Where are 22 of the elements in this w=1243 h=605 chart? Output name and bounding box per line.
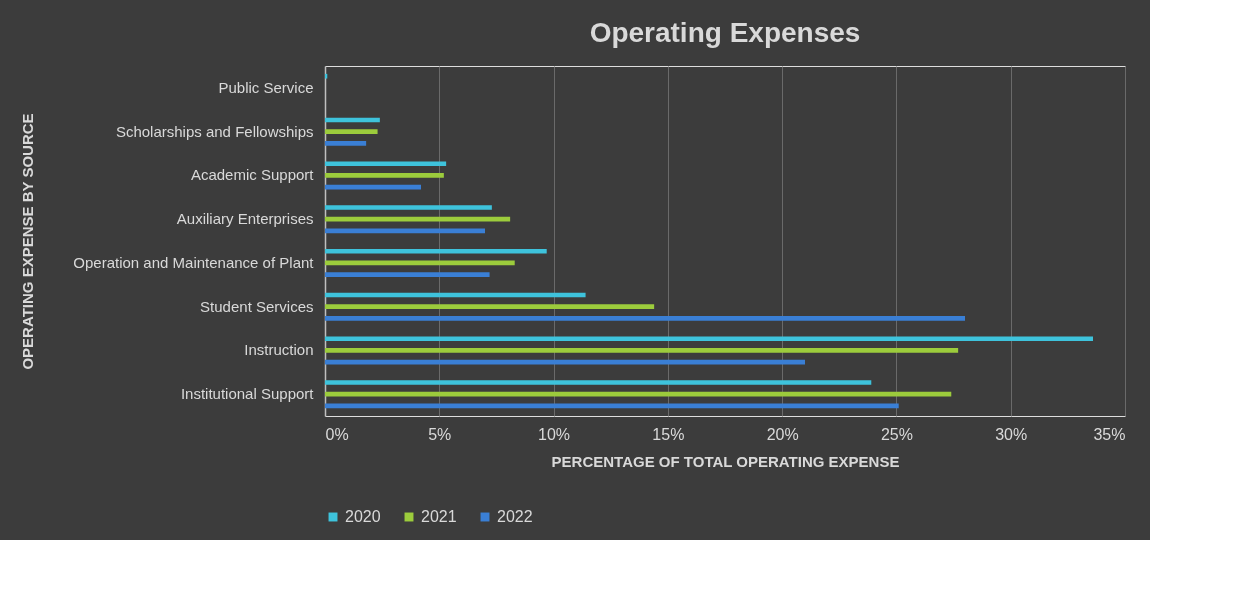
y-tick-label: Auxiliary Enterprises [176, 210, 314, 228]
x-tick-label: 15% [652, 425, 685, 443]
legend-label: 2020 [345, 508, 381, 525]
x-tick-label: 20% [766, 425, 799, 443]
legend-label: 2022 [497, 508, 533, 525]
y-tick-label: Scholarships and Fellowships [115, 122, 314, 140]
y-tick-label: Operation and Maintenance of Plant [73, 253, 315, 271]
y-tick-label: Student Services [200, 297, 314, 315]
x-tick-label: 25% [880, 425, 913, 443]
x-tick-label: 10% [538, 425, 571, 443]
y-tick-label: Public Service [218, 78, 314, 96]
y-tick-label: Academic Support [190, 166, 315, 184]
x-tick-label: 30% [995, 425, 1028, 443]
x-axis-title: PERCENTAGE OF TOTAL OPERATING EXPENSE [551, 452, 900, 470]
chart-title: Operating Expenses [589, 17, 861, 48]
y-tick-label: Instruction [244, 341, 314, 359]
y-tick-label: Institutional Support [180, 385, 315, 403]
x-tick-label: 5% [428, 425, 452, 443]
y-axis-title: OPERATING EXPENSE BY SOURCE [18, 113, 36, 370]
x-tick-label: 0% [325, 425, 349, 443]
x-tick-label: 35% [1093, 425, 1126, 443]
legend-label: 2021 [421, 508, 457, 525]
